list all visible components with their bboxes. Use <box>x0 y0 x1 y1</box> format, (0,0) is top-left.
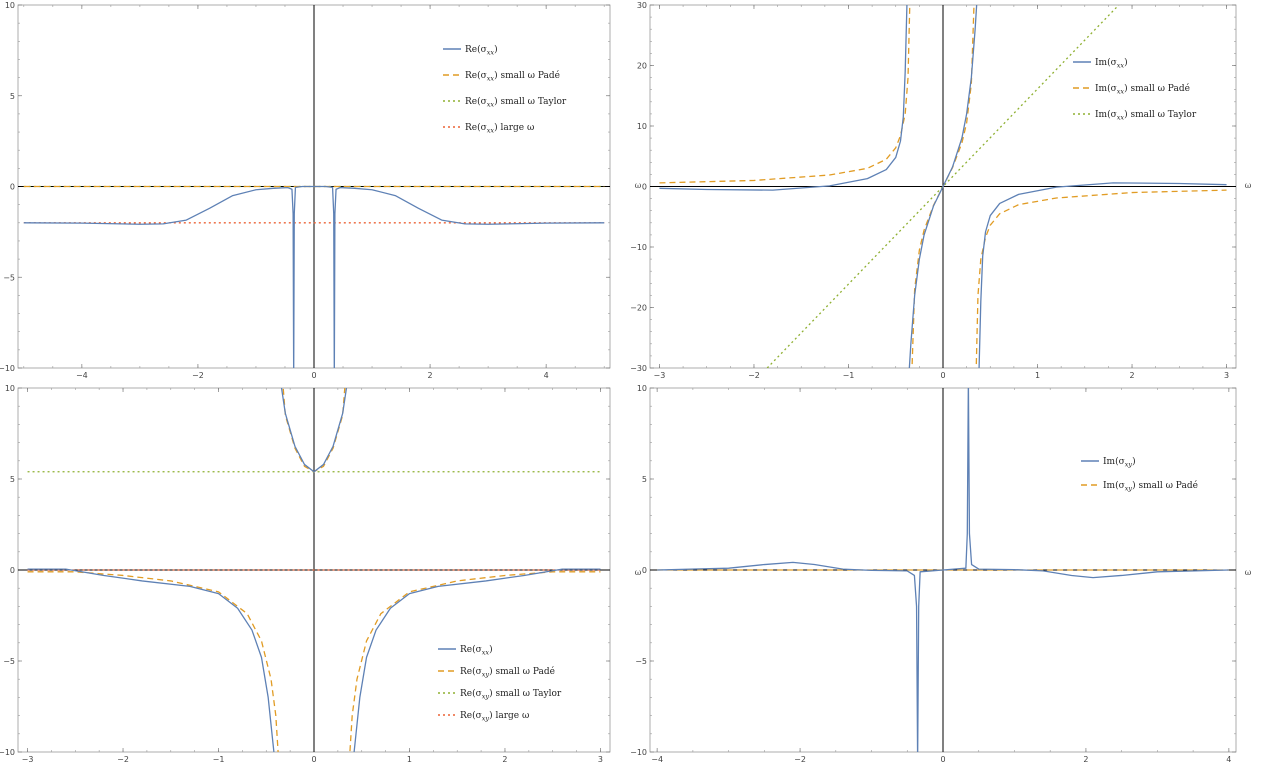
y-tick-label: 10 <box>5 384 15 393</box>
legend-entry: Im(σxx) small ω Padé <box>1095 83 1190 96</box>
legend-entry: Im(σxx) small ω Taylor <box>1095 109 1197 122</box>
x-tick-label: 2 <box>1129 371 1134 380</box>
x-tick-label: −2 <box>748 371 760 380</box>
y-tick-label: 0 <box>642 183 647 192</box>
x-tick-label: 4 <box>1226 755 1231 764</box>
x-tick-label: −4 <box>76 371 88 380</box>
y-tick-label: 5 <box>10 92 15 101</box>
series-line <box>766 5 1120 368</box>
y-tick-label: 0 <box>642 566 647 575</box>
series-group <box>659 5 1227 368</box>
y-tick-label: 10 <box>637 384 647 393</box>
y-tick-label: 10 <box>5 1 15 10</box>
x-axis-name: ω <box>635 181 642 190</box>
x-tick-label: −1 <box>213 755 225 764</box>
y-tick-label: −20 <box>630 304 647 313</box>
x-tick-label: −2 <box>117 755 129 764</box>
y-tick-label: 5 <box>642 475 647 484</box>
x-tick-label: −2 <box>192 371 204 380</box>
x-tick-label: 2 <box>502 755 507 764</box>
x-tick-label: 4 <box>544 371 549 380</box>
y-tick-label: 0 <box>10 183 15 192</box>
x-axis-name: ω <box>1245 568 1252 577</box>
x-axis-name: ω <box>635 568 642 577</box>
legend-entry: Re(σxx) <box>465 44 498 57</box>
legend-entry: Re(σxy) large ω <box>460 710 529 723</box>
x-tick-label: −2 <box>794 755 806 764</box>
x-tick-label: 1 <box>1035 371 1040 380</box>
legend: Im(σxy) Im(σxy) small ω Padé <box>1081 456 1198 493</box>
legend: Re(σxx) Re(σxy) small ω Padé Re(σxy) small… <box>438 644 562 723</box>
series-group <box>27 388 601 752</box>
panel-im-sigma-xy: −4 −2 0 2 4 −10 −5 0 5 10 Im(σxy) Im(σxy) small ω P… <box>630 384 1252 764</box>
series-line <box>657 388 1229 752</box>
series-line <box>23 185 605 368</box>
x-tick-label: 3 <box>598 755 603 764</box>
y-tick-label: −5 <box>635 657 647 666</box>
legend-entry: Im(σxy) small ω Padé <box>1103 480 1198 493</box>
y-tick-label: −5 <box>3 273 15 282</box>
x-tick-label: 2 <box>1083 755 1088 764</box>
y-tick-label: 5 <box>10 475 15 484</box>
legend: Im(σxx) Im(σxx) small ω Padé Im(σxx) small… <box>1073 57 1197 122</box>
x-tick-label: 0 <box>940 755 945 764</box>
legend-entry: Re(σxx) large ω <box>465 122 534 135</box>
y-tick-label: −5 <box>3 657 15 666</box>
y-tick-label: −10 <box>0 364 15 373</box>
y-tick-label: −10 <box>630 243 647 252</box>
legend-entry: Im(σxx) <box>1095 57 1128 70</box>
x-axis-name: ω <box>1245 181 1252 190</box>
legend-entry: Re(σxx) small ω Padé <box>465 70 560 83</box>
x-tick-label: 0 <box>311 371 316 380</box>
y-tick-label: −10 <box>0 748 15 757</box>
legend-entry: Re(σxx) <box>460 644 493 657</box>
legend-entry: Re(σxy) small ω Taylor <box>460 688 562 701</box>
y-tick-label: 20 <box>637 62 647 71</box>
legend-entry: Re(σxx) small ω Taylor <box>465 96 567 109</box>
series-group <box>657 388 1229 752</box>
x-tick-label: −3 <box>22 755 34 764</box>
x-tick-label: −1 <box>843 371 855 380</box>
x-tick-label: 3 <box>1224 371 1229 380</box>
x-tick-label: −4 <box>651 755 663 764</box>
x-tick-label: −3 <box>654 371 666 380</box>
y-tick-label: −30 <box>630 364 647 373</box>
x-tick-label: 0 <box>311 755 316 764</box>
x-tick-label: 0 <box>940 371 945 380</box>
panel-re-sigma-xx: −4 −2 0 2 4 −10 −5 0 5 10 Re(σxx) Re(σxx) small ω P… <box>0 1 611 380</box>
legend-entry: Im(σxy) <box>1103 456 1136 469</box>
y-tick-label: 0 <box>10 566 15 575</box>
legend-entry: Re(σxy) small ω Padé <box>460 666 555 679</box>
series-line <box>659 5 1227 368</box>
x-tick-label: 2 <box>428 371 433 380</box>
series-line <box>27 388 601 752</box>
y-tick-label: −10 <box>630 748 647 757</box>
series-group <box>23 185 605 368</box>
legend: Re(σxx) Re(σxx) small ω Padé Re(σxx) small… <box>443 44 567 135</box>
x-tick-label: 1 <box>407 755 412 764</box>
panel-im-sigma-xx: −3 −2 −1 0 1 2 3−30−20−100102030Im(σxx)Im(σxx)… <box>630 1 1252 380</box>
y-tick-label: 10 <box>637 122 647 131</box>
y-tick-label: 30 <box>637 1 647 10</box>
